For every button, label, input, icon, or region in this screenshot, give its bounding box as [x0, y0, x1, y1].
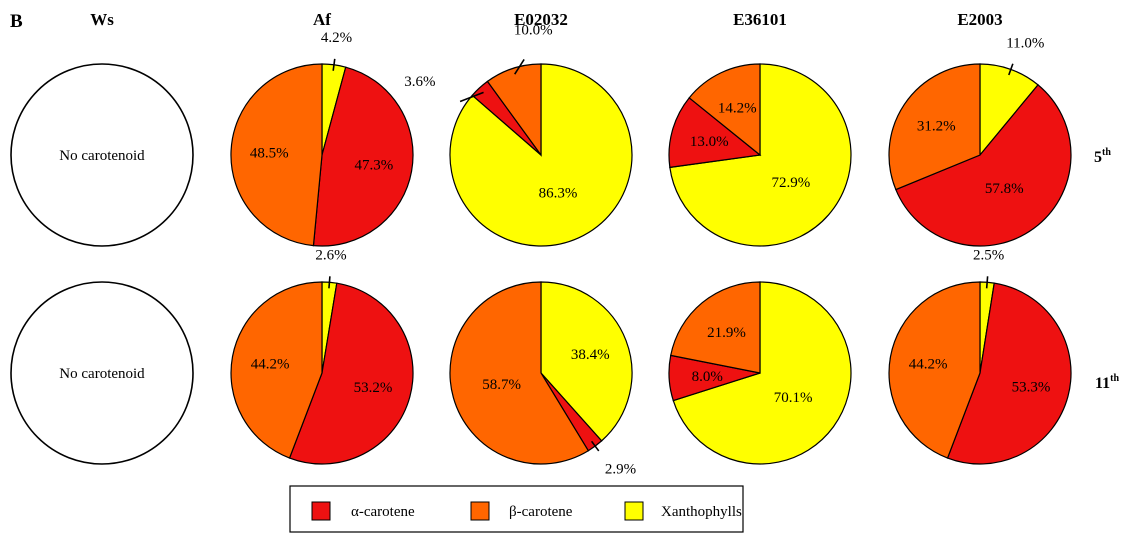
panel-letter: B: [10, 11, 23, 32]
pie-r1-c4-label-alpha: 53.3%: [1012, 380, 1051, 396]
pie-r1-c3: 70.1% 8.0% 21.9%: [668, 281, 852, 465]
row-label-5th: 5th: [1094, 147, 1111, 166]
pie-r0-c3-slice-beta: [688, 63, 761, 157]
pie-r1-c4: 2.5% 53.3% 44.2%: [888, 247, 1072, 465]
pie-r0-c2-leader-alpha: [459, 91, 484, 103]
pie-r1-c2-slice-beta: [449, 281, 590, 465]
legend-swatch-beta: [470, 501, 490, 521]
column-title-e2003: E2003: [957, 10, 1002, 29]
pie-r0-c2-label-alpha: 3.6%: [404, 74, 435, 90]
legend-box: [289, 485, 744, 533]
pie-r1-c1-leader-xan: [328, 276, 331, 289]
pie-r1-c1-label-alpha: 53.2%: [354, 380, 393, 396]
pie-r0-c4-label-xan: 11.0%: [1006, 36, 1044, 52]
pie-r1-c2-label-xan: 38.4%: [571, 347, 610, 363]
pie-r1-c1-slice-alpha: [288, 282, 414, 465]
pie-r1-c4-label-xan: 2.5%: [973, 247, 1004, 263]
legend-label-xanthophylls: Xanthophylls: [661, 504, 742, 520]
pie-r1-c4-slice-alpha: [946, 282, 1072, 465]
pie-r0-c2-leader-beta: [514, 59, 525, 75]
pie-r1-c4-label-beta: 44.2%: [909, 356, 948, 372]
pie-r1-c1-label-xan: 2.6%: [315, 247, 346, 263]
pie-r0-c1-label-alpha: 47.3%: [355, 157, 394, 173]
pie-r0-c1-leader-xan: [332, 58, 336, 71]
pie-r1-c0-empty-label: No carotenoid: [59, 366, 145, 382]
pie-r0-c4: 11.0% 57.8% 31.2%: [888, 36, 1072, 247]
pie-r0-c3-label-alpha: 13.0%: [690, 134, 729, 150]
pie-r1-c3-slice-xan: [672, 281, 852, 465]
pie-r0-c4-label-alpha: 57.8%: [985, 181, 1024, 197]
pie-r1-c2-slice-xan: [540, 281, 633, 442]
column-titles: Ws Af E02032 E36101 E2003: [90, 10, 1002, 29]
row-labels: 5th 11th: [1094, 147, 1119, 392]
legend-label-alpha: α-carotene: [351, 504, 415, 520]
row-label-11th-suffix: th: [1110, 373, 1119, 384]
row-label-5th-suffix: th: [1102, 147, 1111, 158]
pie-r0-c3-label-beta: 14.2%: [718, 100, 757, 116]
column-title-af: Af: [313, 10, 331, 29]
pie-r0-c1-slice-beta: [230, 63, 323, 247]
column-title-ws: Ws: [90, 10, 114, 29]
pie-r1-c3-slice-beta: [670, 281, 761, 374]
column-title-e02032: E02032: [514, 10, 568, 29]
row-label-11th-number: 11: [1095, 375, 1110, 392]
pie-r1-c2: 38.4% 2.9% 58.7%: [449, 281, 636, 477]
pie-r1-c3-label-xan: 70.1%: [774, 390, 813, 406]
pie-r0-c4-label-beta: 31.2%: [917, 119, 956, 135]
pie-r0-c0-empty-circle: [10, 63, 194, 247]
pie-r0-c1-label-xan: 4.2%: [321, 30, 352, 46]
pie-r1-c2-label-alpha: 2.9%: [605, 461, 636, 477]
pie-r0-c4-slice-alpha: [895, 84, 1072, 247]
pie-r0-c2-slice-beta: [486, 63, 542, 157]
legend: α-carotene β-carotene Xanthophylls: [289, 485, 744, 533]
legend-swatch-xanthophylls: [624, 501, 644, 521]
column-title-e36101: E36101: [733, 10, 787, 29]
pie-r1-c3-label-alpha: 8.0%: [692, 369, 723, 385]
pie-r1-c4-slice-beta: [888, 281, 981, 459]
pie-r0-c3-label-xan: 72.9%: [772, 175, 811, 191]
pie-r0-c1-label-beta: 48.5%: [250, 146, 289, 162]
pie-r1-c1-label-beta: 44.2%: [251, 356, 290, 372]
pie-r1-c3-label-beta: 21.9%: [707, 325, 746, 341]
pie-r0-c3: 72.9% 13.0% 14.2%: [668, 63, 852, 247]
pie-r0-c1-slice-alpha: [312, 66, 414, 247]
legend-swatch-alpha: [311, 501, 331, 521]
pie-r0-c3-slice-alpha: [668, 96, 762, 169]
pie-r1-c0-empty-circle: [10, 281, 194, 465]
pie-r0-c0: No carotenoid: [10, 63, 194, 247]
pie-r0-c2-label-beta: 10.0%: [514, 23, 553, 39]
pie-r1-c2-label-beta: 58.7%: [482, 377, 521, 393]
pies: No carotenoid 4.2% 47.3% 48.5% 86.3% 3.6% 10.0…: [10, 23, 1072, 477]
pie-r0-c2: 86.3% 3.6% 10.0%: [404, 23, 633, 247]
pie-r1-c1: 2.6% 53.2% 44.2%: [230, 247, 414, 465]
pie-r0-c1: 4.2% 47.3% 48.5%: [230, 30, 414, 247]
pie-r1-c2-leader-alpha: [590, 440, 600, 452]
pie-r1-c0: No carotenoid: [10, 281, 194, 465]
row-label-11th: 11th: [1095, 373, 1119, 392]
pie-r0-c4-leader-xan: [1008, 63, 1014, 76]
pie-r0-c0-empty-label: No carotenoid: [59, 148, 145, 164]
row-label-5th-number: 5: [1094, 149, 1102, 166]
pie-r0-c4-slice-beta: [888, 63, 981, 191]
pie-r0-c2-label-xan: 86.3%: [539, 185, 578, 201]
legend-label-beta: β-carotene: [509, 504, 573, 520]
pie-r1-c4-leader-xan: [985, 276, 989, 289]
pie-r1-c1-slice-beta: [230, 281, 323, 459]
